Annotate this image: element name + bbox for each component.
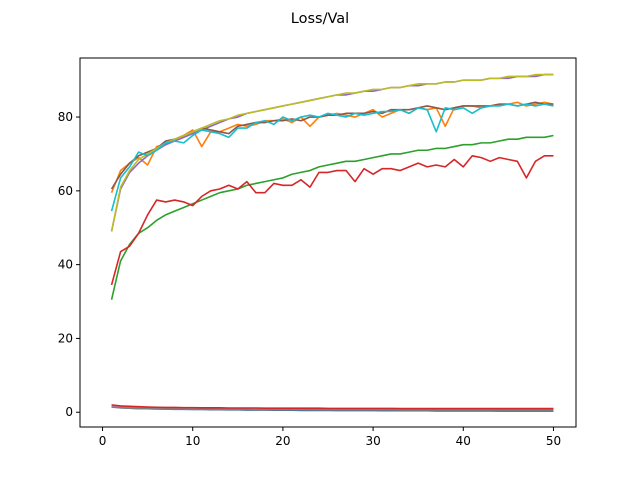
y-tick-label: 0 — [65, 405, 73, 419]
series-layer — [110, 73, 554, 412]
series-line-4 — [110, 154, 554, 286]
x-tick-label: 20 — [275, 434, 290, 448]
x-tick-label: 30 — [365, 434, 380, 448]
x-tick-label: 10 — [185, 434, 200, 448]
y-tick-label: 40 — [58, 258, 73, 272]
x-tick-label: 40 — [456, 434, 471, 448]
series-line-9 — [110, 73, 554, 232]
series-line-10 — [110, 103, 554, 212]
series-line-3 — [110, 134, 554, 300]
series-line-11 — [111, 404, 554, 410]
y-tick-label: 60 — [58, 184, 73, 198]
series-line-5 — [110, 73, 554, 232]
chart-title: Loss/Val — [291, 11, 349, 27]
x-tick-label: 0 — [99, 434, 107, 448]
x-tick-label: 50 — [546, 434, 561, 448]
axes-layer: 0 10 20 30 40 50 0 20 40 60 80 — [58, 57, 577, 448]
y-tick-label: 20 — [58, 331, 73, 345]
series-line-6 — [110, 101, 554, 190]
series-line-8 — [111, 406, 554, 411]
y-tick-label: 80 — [58, 110, 73, 124]
plot-frame — [79, 57, 577, 428]
